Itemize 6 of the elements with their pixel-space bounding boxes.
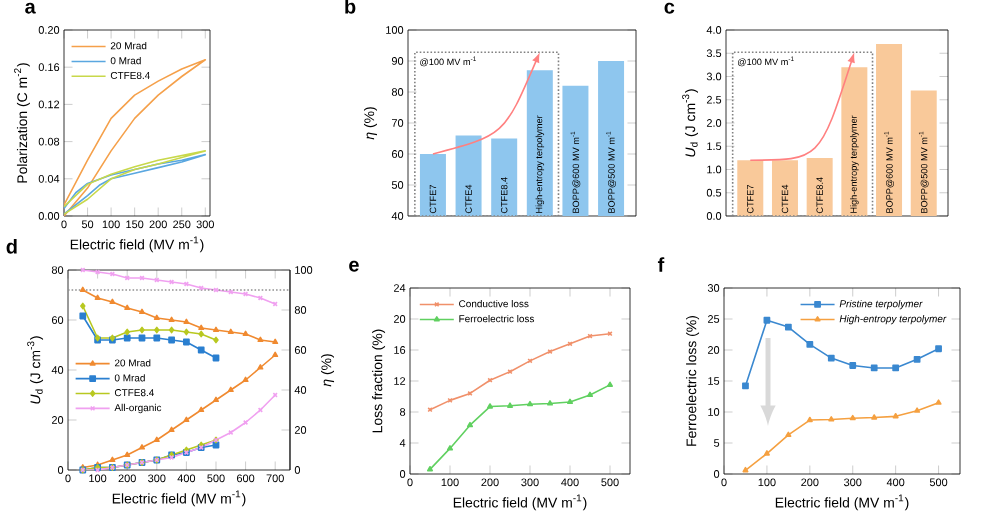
chart-title: d [6, 239, 17, 254]
chart-title: f [657, 257, 665, 272]
chart-title: e [349, 260, 359, 272]
chart-title: a [25, 2, 36, 14]
chart-title: b [345, 0, 356, 14]
chart-title: c [664, 2, 675, 14]
